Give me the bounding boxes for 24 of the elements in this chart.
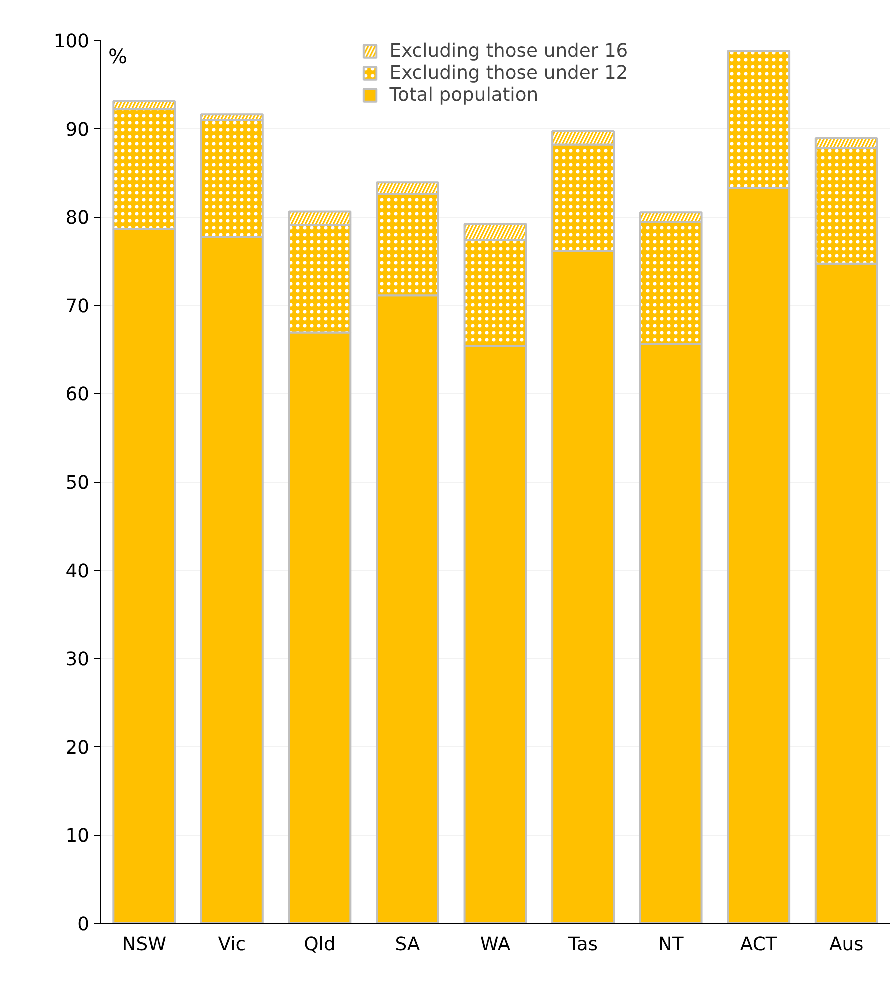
y-tick-label: 90 [66,120,90,141]
y-tick-label: 30 [66,650,90,671]
x-tick-label: SA [395,934,420,956]
y-tick-label: 20 [66,738,90,759]
legend-label: Total population [390,84,539,106]
legend-label: Excluding those under 12 [390,62,628,84]
y-tick-label: 80 [66,208,90,230]
x-tick-label: Qld [304,934,336,956]
x-tick-label: WA [480,934,511,956]
x-tick-label: ACT [740,934,778,956]
x-tick-label: Aus [829,934,864,956]
y-tick-label: 100 [54,32,90,52]
x-tick-label: NT [658,934,684,956]
x-tick-label: NSW [122,934,167,956]
y-tick-label: 10 [66,826,90,848]
y-tick-label: 0 [78,914,90,936]
y-tick-label: 60 [66,384,90,406]
legend-label: Excluding those under 16 [390,40,628,62]
y-axis-title: % [108,44,128,68]
y-tick-label: 50 [66,473,90,494]
x-tick-label: Tas [568,934,598,956]
y-tick-label: 40 [66,561,90,582]
y-tick-label: 70 [66,296,90,318]
x-tick-label: Vic [218,934,246,956]
